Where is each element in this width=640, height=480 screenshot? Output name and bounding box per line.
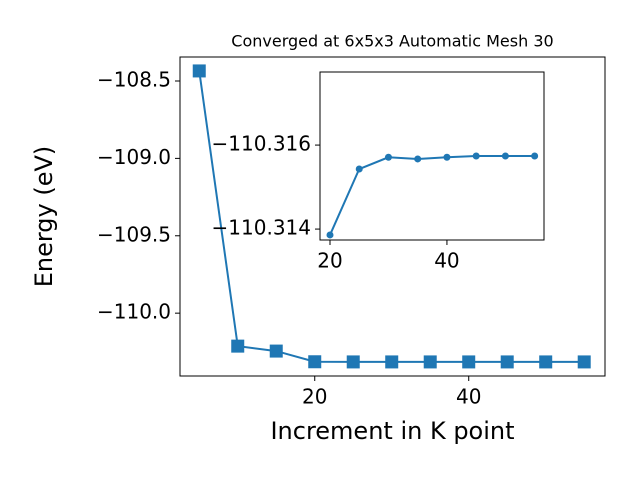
marker: [577, 355, 591, 369]
marker: [308, 355, 322, 369]
axes-frame: [319, 71, 545, 241]
marker: [346, 355, 360, 369]
y-tick-label: −110.0: [97, 300, 171, 324]
marker: [269, 344, 283, 358]
marker: [531, 152, 539, 160]
y-axis-label: Energy (eV): [30, 146, 58, 288]
x-tick-label: 20: [302, 385, 327, 409]
marker: [539, 355, 553, 369]
y-tick-label: −108.5: [97, 67, 171, 91]
y-tick-label: −110.316: [212, 132, 311, 156]
marker: [472, 152, 480, 160]
x-tick-label: 20: [317, 249, 342, 273]
x-tick-label: 40: [434, 249, 459, 273]
marker: [385, 355, 399, 369]
marker: [501, 152, 509, 160]
chart-title: Converged at 6x5x3 Automatic Mesh 30: [231, 32, 553, 51]
marker: [326, 231, 334, 239]
axes-frame: [179, 56, 606, 377]
y-tick-label: −109.5: [97, 222, 171, 246]
marker: [384, 153, 392, 161]
y-tick-label: −109.0: [97, 145, 171, 169]
marker: [192, 64, 206, 78]
y-tick-label: −110.314: [212, 216, 311, 240]
marker: [414, 155, 422, 163]
x-tick-label: 40: [456, 385, 481, 409]
marker: [500, 355, 514, 369]
marker: [443, 153, 451, 161]
x-axis-label: Increment in K point: [270, 417, 514, 445]
marker: [423, 355, 437, 369]
marker: [355, 165, 363, 173]
marker: [231, 339, 245, 353]
data-line: [329, 155, 535, 236]
marker: [462, 355, 476, 369]
